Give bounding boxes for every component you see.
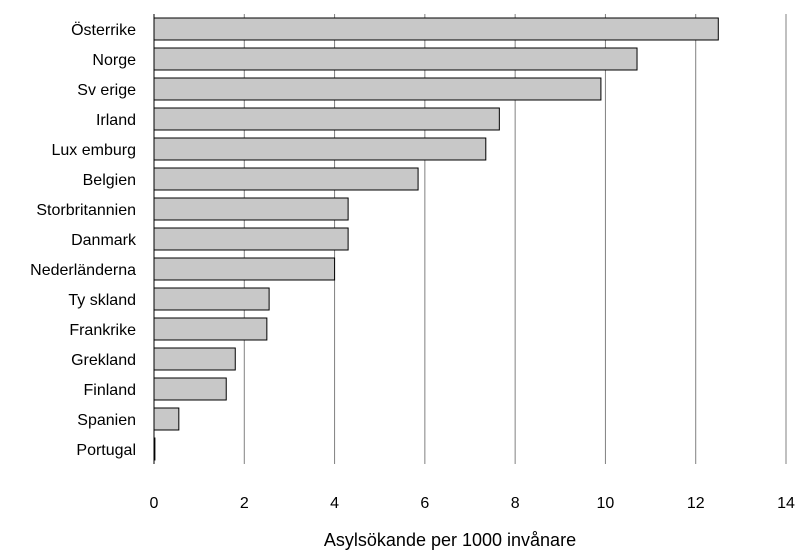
bar-9 <box>153 287 270 311</box>
bar-5 <box>153 167 419 191</box>
x-tick-label-14: 14 <box>777 495 795 512</box>
category-label-1: Norge <box>92 52 136 69</box>
x-tick-labels: 0 2 4 6 8 10 12 14 <box>150 495 795 512</box>
x-tick-label-8: 8 <box>511 495 520 512</box>
x-tick-label-6: 6 <box>420 495 429 512</box>
bar-11 <box>153 347 236 371</box>
category-label-11: Grekland <box>71 352 136 369</box>
x-axis-title: Asylsökande per 1000 invånare <box>324 530 576 550</box>
x-tick-label-0: 0 <box>150 495 159 512</box>
bar-6 <box>153 197 349 221</box>
category-label-0: Österrike <box>71 21 136 39</box>
bar-0 <box>153 17 719 41</box>
x-tick-label-4: 4 <box>330 495 339 512</box>
category-label-3: Irland <box>96 112 136 129</box>
category-label-9: Ty skland <box>68 292 136 309</box>
category-label-2: Sv erige <box>77 82 136 99</box>
bars <box>153 17 719 461</box>
bar-10 <box>153 317 268 341</box>
bar-3 <box>153 107 500 131</box>
bar-12 <box>153 377 227 401</box>
category-label-14: Portugal <box>76 442 136 459</box>
bar-1 <box>153 47 638 71</box>
category-labels: Österrike Norge Sv erige Irland Lux emburg Be… <box>30 21 137 459</box>
bar-13 <box>153 407 180 431</box>
x-tick-label-10: 10 <box>597 495 615 512</box>
bar-7 <box>153 227 349 251</box>
category-label-4: Lux emburg <box>52 142 137 159</box>
category-label-10: Frankrike <box>69 322 136 339</box>
category-label-6: Storbritannien <box>36 202 136 219</box>
x-tick-label-2: 2 <box>240 495 249 512</box>
category-label-5: Belgien <box>83 172 136 189</box>
bar-2 <box>153 77 602 101</box>
bar-4 <box>153 137 487 161</box>
category-label-7: Danmark <box>71 232 137 249</box>
category-label-12: Finland <box>84 382 136 399</box>
x-tick-label-12: 12 <box>687 495 705 512</box>
bar-8 <box>153 257 336 281</box>
category-label-8: Nederländerna <box>30 262 136 279</box>
category-label-13: Spanien <box>77 412 136 429</box>
